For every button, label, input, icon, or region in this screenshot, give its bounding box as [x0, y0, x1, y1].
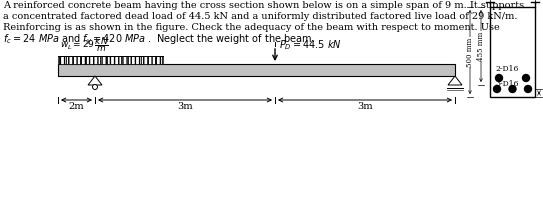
Circle shape [509, 85, 516, 92]
Circle shape [522, 74, 529, 81]
Text: A reinforced concrete beam having the cross section shown below is on a simple s: A reinforced concrete beam having the cr… [3, 1, 524, 11]
Circle shape [496, 74, 502, 81]
Text: $w_L=29\,\dfrac{kN}{m}$: $w_L=29\,\dfrac{kN}{m}$ [60, 35, 109, 54]
Text: Reinforcing is as shown in the figure. Check the adequacy of the beam with respe: Reinforcing is as shown in the figure. C… [3, 22, 500, 32]
Text: 2-D16: 2-D16 [495, 65, 519, 73]
Text: 455 mm: 455 mm [477, 31, 485, 61]
Circle shape [525, 85, 532, 92]
Text: 3-D16: 3-D16 [495, 80, 519, 88]
Circle shape [494, 85, 501, 92]
Text: 3m: 3m [357, 102, 373, 111]
Text: 500 mm: 500 mm [466, 37, 474, 67]
Bar [58, 56, 163, 64]
Text: $f_c$$ = 24\ MPa$$ \ \mathrm{and}\ $$f_y$$ = 420\ MPa$$ \ .\ \mathrm{Neglect\ th: $f_c$$ = 24\ MPa$$ \ \mathrm{and}\ $$f_y… [3, 33, 315, 47]
Text: 2m: 2m [68, 102, 84, 111]
Text: a concentrated factored dead load of 44.5 kN and a uniformly distributed factore: a concentrated factored dead load of 44.… [3, 12, 517, 21]
Bar [58, 64, 455, 76]
Polygon shape [448, 76, 462, 85]
Text: $P_D=44.5\ kN$: $P_D=44.5\ kN$ [279, 38, 342, 52]
Circle shape [92, 85, 98, 89]
Polygon shape [88, 76, 102, 85]
Bar [490, 7, 535, 97]
Text: 3m: 3m [177, 102, 193, 111]
